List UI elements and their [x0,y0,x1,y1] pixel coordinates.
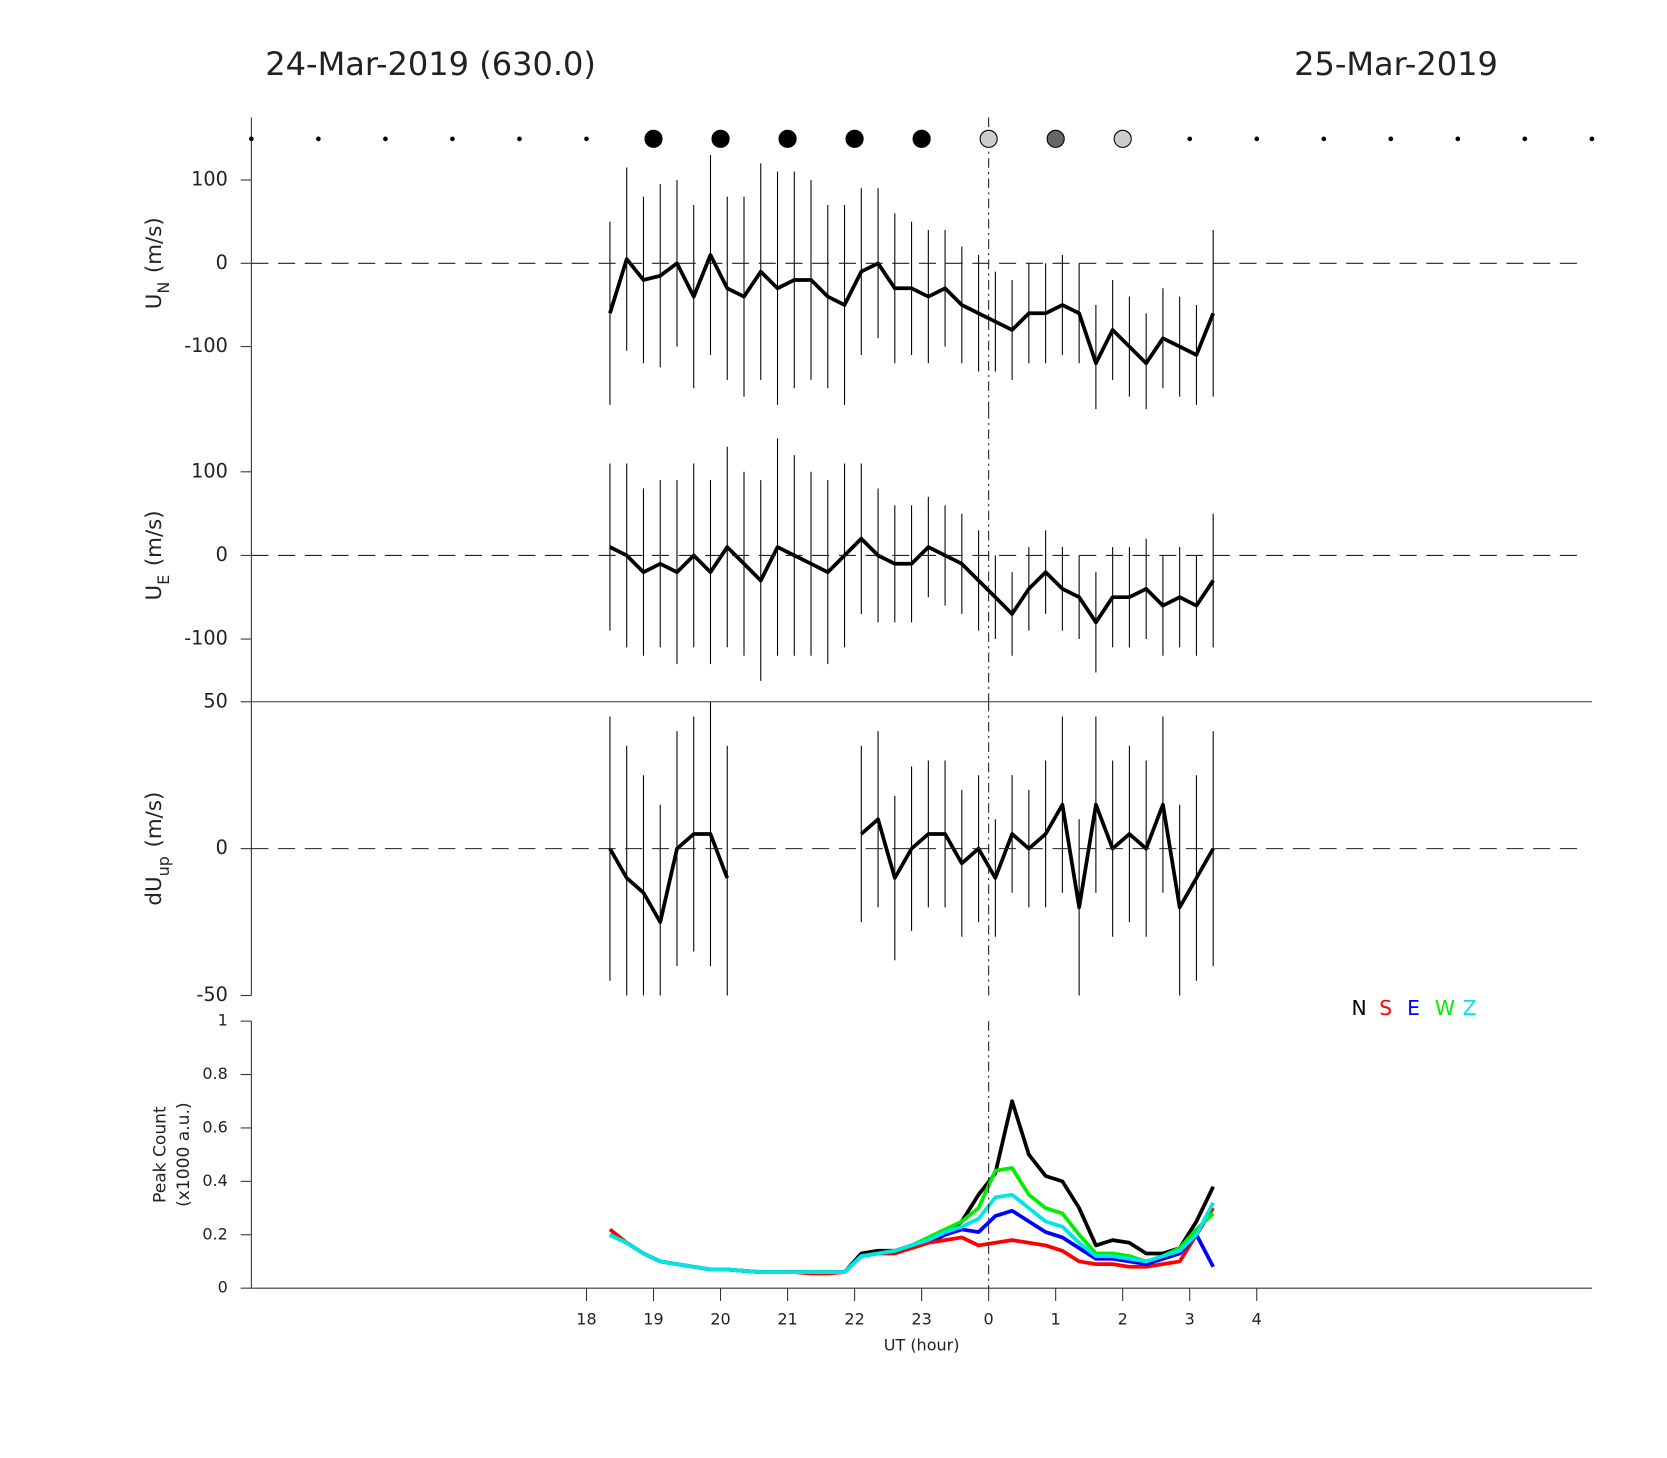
sky-marker [845,129,864,148]
y-tick-label: 0 [216,251,228,274]
sky-marker [517,136,522,142]
x-tick-label: 20 [710,1310,730,1329]
sky-marker [1046,129,1065,148]
x-axis-label: UT (hour) [884,1335,960,1354]
y-tick-label: 0.8 [202,1064,227,1083]
data-line [608,802,1215,924]
sky-marker [1254,136,1260,142]
legend-entry: E [1407,996,1420,1020]
y-tick-label: -100 [184,627,228,650]
y-tick-label: 0.4 [202,1171,227,1190]
sky-marker [1321,136,1327,142]
plot-area [608,154,1215,410]
sky-marker [711,129,730,148]
sky-marker [450,136,455,142]
y-axis-label: (x1000 a.u.) [174,1102,194,1206]
y-label-unit: (m/s) [142,217,167,273]
sky-marker [1113,129,1132,148]
y-label-main: dU [142,876,167,905]
x-tick-label: 21 [777,1310,797,1329]
y-label-main: U [142,294,167,310]
x-tick-label: 18 [576,1310,596,1329]
y-tick-label: 100 [191,459,228,482]
y-tick-label: 50 [203,689,227,712]
y-tick-label: 0 [218,1278,228,1297]
sky-marker [912,129,931,148]
x-tick-label: 1 [1051,1310,1061,1329]
y-tick-label: 100 [191,167,228,190]
sky-marker [383,136,388,142]
y-tick-label: 0 [216,836,228,859]
data-line [608,253,1215,366]
x-tick-label: 0 [984,1310,994,1329]
y-tick-label: -100 [184,334,228,357]
y-tick-label: 0.6 [202,1117,227,1136]
y-tick-label: 1 [218,1011,228,1030]
plot-area [608,1099,1215,1276]
x-tick-label: 22 [844,1310,864,1329]
sky-marker [249,136,254,142]
sky-marker [1187,136,1193,142]
sky-marker [1522,136,1528,142]
y-axis-label: dUup (m/s) [142,792,173,906]
x-tick-label: 3 [1185,1310,1195,1329]
plot-area [608,701,1215,996]
legend-entry: S [1379,996,1392,1020]
sky-marker [778,129,797,148]
series-line [609,1192,1215,1275]
x-tick-label: 4 [1252,1310,1262,1329]
y-tick-label: 0.2 [202,1224,227,1243]
y-label-sub: E [154,575,173,585]
y-label-sub: up [154,856,173,876]
y-label-unit: (m/s) [142,510,167,566]
chart-title: 24-Mar-2019 (630.0) [265,45,596,83]
sky-marker [644,129,663,148]
y-axis-label: Peak Count [151,1106,171,1203]
x-tick-label: 2 [1118,1310,1128,1329]
sky-marker [584,136,589,142]
y-axis-label: UN (m/s) [142,217,173,309]
x-tick-label: 23 [911,1310,931,1329]
legend-entry: N [1352,996,1367,1020]
sky-marker [1388,136,1394,142]
y-label-main: U [142,585,167,601]
y-tick-label: -50 [196,983,227,1006]
y-axis-label: UE (m/s) [142,510,173,600]
y-label-unit: (m/s) [142,792,167,848]
sky-marker [316,136,321,142]
legend-entry: W [1435,996,1455,1020]
x-tick-label: 19 [643,1310,663,1329]
sky-marker [1589,136,1595,142]
data-line [609,536,1215,625]
y-tick-label: 0 [216,543,228,566]
sky-marker [1455,136,1461,142]
y-label-sub: N [154,282,173,294]
sky-marker [979,129,998,148]
chart-title-right: 25-Mar-2019 [1294,45,1498,83]
legend-entry: Z [1463,996,1477,1020]
plot-area [609,438,1215,681]
